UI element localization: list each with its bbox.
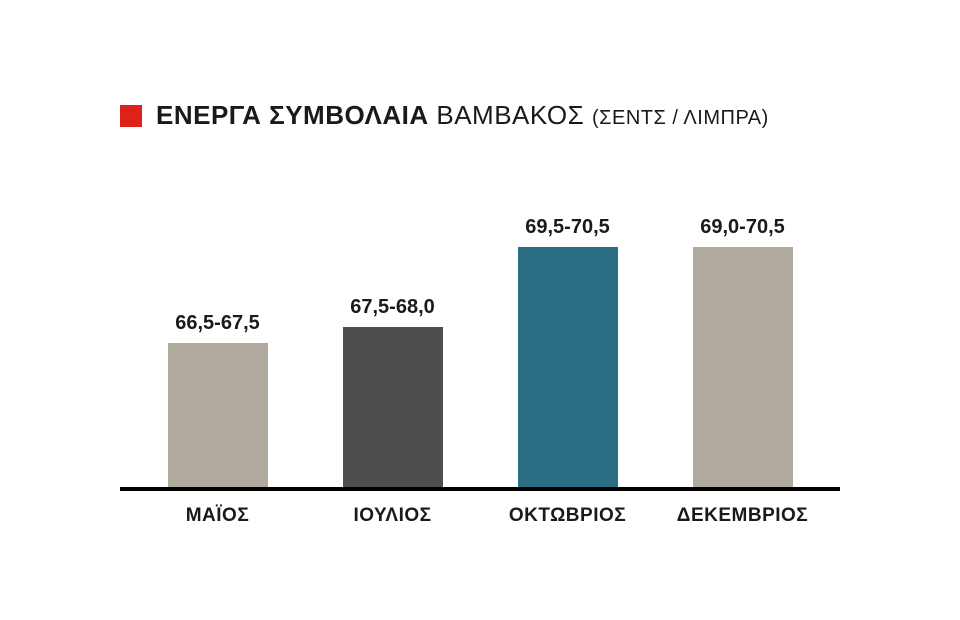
chart-container: ΕΝΕΡΓΑ ΣΥΜΒΟΛΑΙΑ ΒΑΜΒΑΚΟΣ (ΣΕΝΤΣ / ΛΙΜΠΡ… [0,0,960,620]
bar-value-label: 67,5-68,0 [350,296,435,319]
bar-group: 69,5-70,5 [498,216,638,487]
chart-title-normal: ΒΑΜΒΑΚΟΣ [436,100,584,130]
chart-title-row: ΕΝΕΡΓΑ ΣΥΜΒΟΛΑΙΑ ΒΑΜΒΑΚΟΣ (ΣΕΝΤΣ / ΛΙΜΠΡ… [120,100,840,131]
title-marker-icon [120,105,142,127]
bar-group: 69,0-70,5 [673,216,813,487]
bar [518,247,618,487]
bar-group: 67,5-68,0 [323,296,463,487]
bar-value-label: 69,5-70,5 [525,216,610,239]
x-axis-labels: ΜΑΪΟΣ ΙΟΥΛΙΟΣ ΟΚΤΩΒΡΙΟΣ ΔΕΚΕΜΒΡΙΟΣ [120,491,840,527]
x-label: ΙΟΥΛΙΟΣ [323,505,463,527]
bar [693,247,793,487]
plot-area: 66,5-67,5 67,5-68,0 69,5-70,5 69,0-70,5 [120,191,840,491]
bar-value-label: 66,5-67,5 [175,312,260,335]
x-label: ΟΚΤΩΒΡΙΟΣ [498,505,638,527]
bar [168,343,268,487]
x-label: ΔΕΚΕΜΒΡΙΟΣ [673,505,813,527]
chart-title-bold: ΕΝΕΡΓΑ ΣΥΜΒΟΛΑΙΑ [156,100,429,130]
chart-title-sub: (ΣΕΝΤΣ / ΛΙΜΠΡΑ) [592,107,769,129]
x-label: ΜΑΪΟΣ [148,505,288,527]
bar-group: 66,5-67,5 [148,312,288,487]
bar-value-label: 69,0-70,5 [700,216,785,239]
bar [343,327,443,487]
chart-title: ΕΝΕΡΓΑ ΣΥΜΒΟΛΑΙΑ ΒΑΜΒΑΚΟΣ (ΣΕΝΤΣ / ΛΙΜΠΡ… [156,100,769,131]
